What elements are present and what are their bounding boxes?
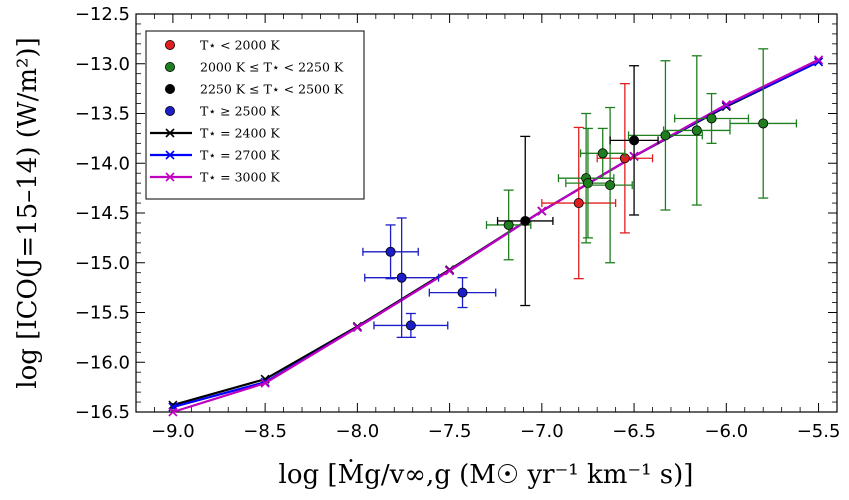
legend-label: T⋆ = 2400 K (200, 126, 280, 141)
legend-x-marker (165, 150, 175, 160)
x-tick-label: −8.0 (336, 421, 380, 442)
data-point (396, 272, 407, 283)
series-marker (445, 266, 455, 276)
data-point (605, 180, 616, 191)
legend-marker (164, 84, 175, 95)
data-point (691, 125, 702, 136)
x-tick-label: −5.5 (797, 421, 841, 442)
data-points (362, 48, 798, 339)
legend-box (145, 30, 365, 200)
x-tick-label: −8.5 (243, 421, 287, 442)
data-point (520, 215, 531, 226)
data-point (706, 113, 717, 124)
series-marker (813, 57, 824, 67)
x-tick-labels: −9.0 −8.5 −8.0 −7.5 −7.0 −6.5 −6.0 −5.5 (151, 421, 840, 442)
data-point (573, 198, 584, 209)
legend-label: T⋆ ≥ 2500 K (200, 104, 280, 119)
series-marker (352, 322, 362, 332)
axis-ticks (135, 13, 838, 413)
legend-x-marker (165, 172, 175, 182)
x-axis-title: log [Ṁg/v∞,g (M☉ yr⁻¹ km⁻¹ s)] (279, 459, 694, 490)
x-tick-label: −7.5 (428, 421, 472, 442)
data-point (758, 118, 769, 129)
x-tick-label: −7.0 (520, 421, 564, 442)
data-point (385, 246, 396, 257)
legend-marker (164, 62, 175, 73)
x-tick-label: −9.0 (151, 421, 195, 442)
data-point (629, 135, 640, 146)
series-marker (813, 55, 824, 65)
legend-label: 2250 K ≤ T⋆ < 2500 K (200, 82, 344, 97)
legend-marker (164, 106, 175, 117)
y-tick-label: −15.5 (75, 303, 130, 324)
y-tick-labels: −16.5 −16.0 −15.5 −15.0 −14.5 −14.0 −13.5 −13.0… (75, 4, 130, 423)
y-tick-label: −14.5 (75, 203, 130, 224)
legend-marker (164, 40, 175, 51)
x-tick-label: −6.0 (704, 421, 748, 442)
series-marker (168, 400, 178, 410)
series-marker (537, 206, 547, 216)
legend-label: T⋆ = 3000 K (200, 170, 280, 185)
x-tick-label: −6.5 (612, 421, 656, 442)
y-tick-label: −16.0 (75, 352, 130, 373)
legend-label: T⋆ = 2700 K (200, 148, 280, 163)
data-point (457, 287, 468, 298)
y-tick-label: −14.0 (75, 153, 130, 174)
y-tick-label: −13.5 (75, 104, 130, 125)
y-tick-label: −15.0 (75, 253, 130, 274)
data-point (597, 148, 608, 159)
legend-label: T⋆ < 2000 K (200, 38, 280, 53)
series-marker (721, 99, 731, 110)
legend-label: 2000 K ≤ T⋆ < 2250 K (200, 60, 344, 75)
data-point (660, 130, 671, 141)
y-tick-label: −12.5 (75, 4, 130, 25)
series-marker (168, 407, 178, 417)
legend-x-marker (165, 128, 175, 138)
y-tick-label: −16.5 (75, 402, 130, 423)
legend: T⋆ < 2000 K 2000 K ≤ T⋆ < 2250 K 2250 K ≤ … (145, 30, 365, 200)
series-marker (260, 378, 270, 388)
y-tick-label: −13.0 (75, 54, 130, 75)
y-axis-title: log [ICO(J=15–14) (W/m²)] (13, 37, 43, 388)
data-point (503, 219, 514, 230)
data-point (405, 320, 416, 331)
